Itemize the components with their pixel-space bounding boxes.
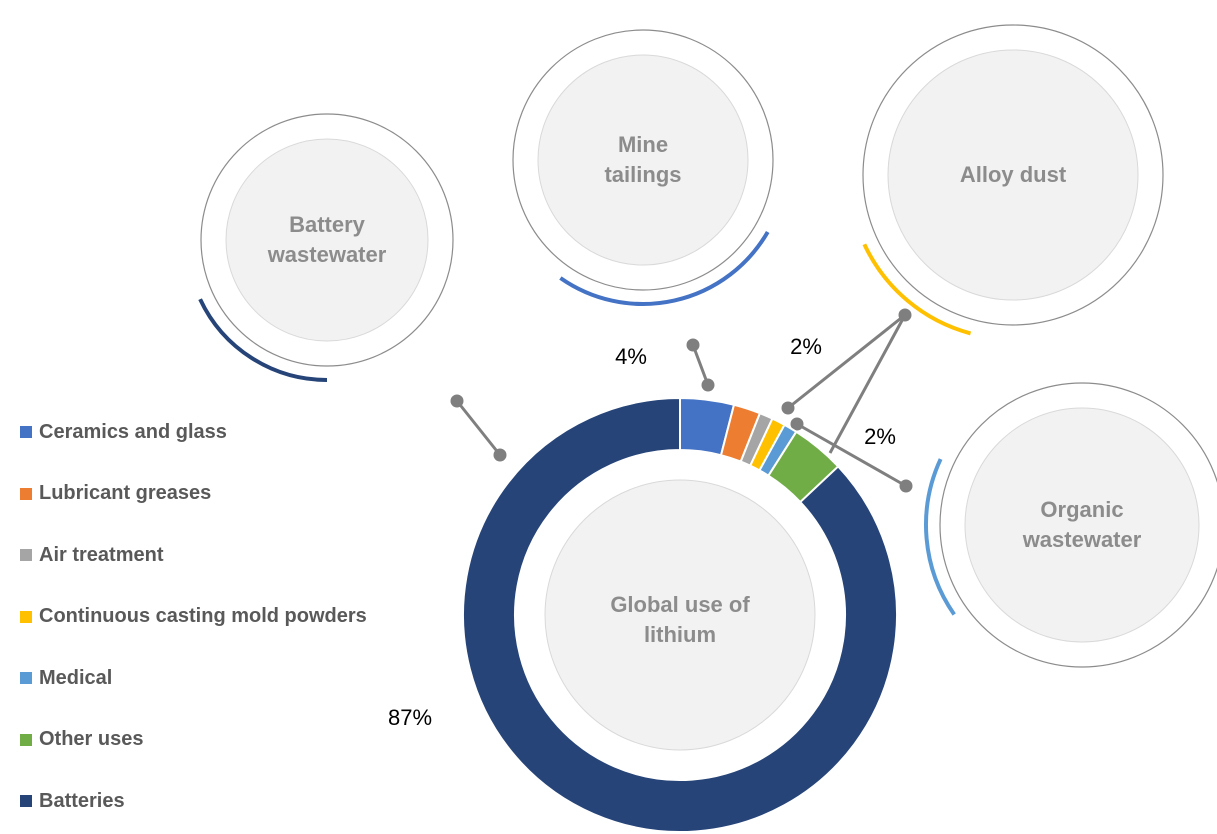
legend-label: Other uses xyxy=(39,728,144,750)
value-label: 4% xyxy=(615,344,647,369)
annotation: 2% xyxy=(790,334,822,359)
bubble-arc xyxy=(198,298,328,382)
annotation: 2% xyxy=(864,424,896,449)
legend-item: Continuous casting mold powders xyxy=(20,603,367,631)
dot xyxy=(899,479,913,493)
bubble xyxy=(225,138,429,342)
donut-slice xyxy=(462,396,898,833)
bubble-arc xyxy=(862,243,972,336)
legend-swatch xyxy=(20,733,32,746)
bubble-label: Alloy dust xyxy=(959,162,1067,187)
bubble-label: Organic wastewater xyxy=(1022,497,1142,552)
bubble-arc xyxy=(924,458,956,616)
legend-label: Lubricant greases xyxy=(39,482,212,504)
dot xyxy=(701,378,715,392)
bubble-label: Mine tailings xyxy=(604,132,682,187)
legend-item: Ceramics and glass xyxy=(20,418,227,446)
legend-item: Other uses xyxy=(20,726,143,754)
legend-swatch xyxy=(20,426,32,438)
dot xyxy=(790,417,804,431)
legend-swatch xyxy=(20,487,32,500)
dot xyxy=(898,308,912,322)
value-label: 87% xyxy=(387,705,433,730)
legend-swatch xyxy=(20,672,32,684)
bubble xyxy=(887,49,1139,301)
bubble-label: Battery wastewater xyxy=(267,212,387,267)
center-disc xyxy=(544,479,816,751)
legend-label: Medical xyxy=(39,666,113,689)
legend-label: Air treatment xyxy=(39,543,164,566)
legend-swatch xyxy=(20,795,32,807)
connectors xyxy=(450,308,913,493)
bubble-arc xyxy=(559,230,770,306)
center-label: Global use of lithium xyxy=(610,592,750,647)
legend-item: Lubricant greases xyxy=(20,480,211,508)
legend-item: Medical xyxy=(20,664,112,692)
legend-swatch xyxy=(20,610,32,623)
legend-label: Continuous casting mold powders xyxy=(39,605,367,627)
connector xyxy=(828,314,907,454)
legend-label: Ceramics and glass xyxy=(39,420,227,443)
dot xyxy=(493,448,507,462)
connector xyxy=(796,422,907,488)
bubble xyxy=(964,407,1200,643)
dot xyxy=(781,401,795,415)
legend-swatch xyxy=(20,549,32,561)
bubble xyxy=(537,54,749,266)
legend-item: Batteries xyxy=(20,787,125,815)
legend-label: Batteries xyxy=(39,789,125,812)
dot xyxy=(686,338,700,352)
connector xyxy=(455,400,502,456)
connector xyxy=(787,313,906,410)
connector xyxy=(691,344,710,386)
dot xyxy=(450,394,464,408)
legend-item: Air treatment xyxy=(20,541,163,569)
